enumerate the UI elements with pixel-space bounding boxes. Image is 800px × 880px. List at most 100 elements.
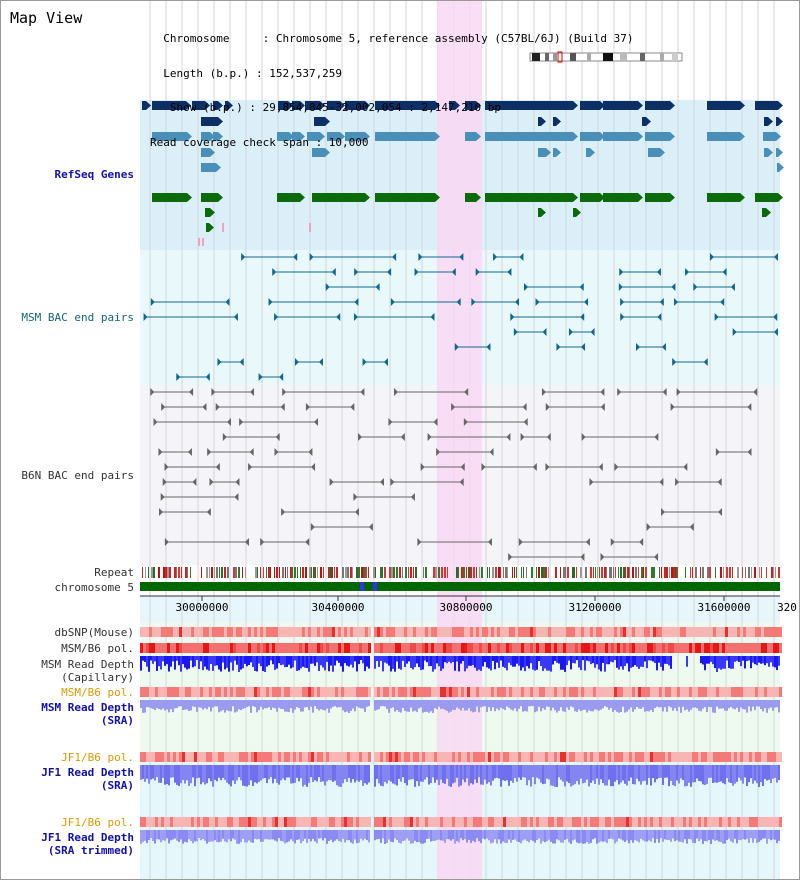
read-depth-bar (220, 765, 222, 781)
read-depth-bar (520, 700, 522, 707)
gene-arrow (435, 193, 440, 202)
read-depth-bar (724, 765, 726, 785)
read-depth-bar (454, 656, 456, 671)
polymorphism-cell (629, 627, 632, 637)
read-depth-bar (384, 700, 386, 707)
read-depth-bar (720, 656, 722, 670)
read-depth-bar (756, 830, 758, 844)
read-depth-bar (154, 656, 156, 662)
polymorphism-cell (287, 817, 290, 827)
polymorphism-cell (377, 752, 380, 762)
polymorphism-cell (743, 643, 746, 653)
read-depth-bar (486, 656, 488, 668)
read-depth-bar (296, 830, 298, 840)
repeat-element (380, 567, 382, 578)
polymorphism-cell (761, 627, 764, 637)
polymorphism-cell (272, 643, 275, 653)
read-depth-bar (348, 765, 350, 778)
polymorphism-cell (542, 817, 545, 827)
read-depth-bar (538, 830, 540, 839)
read-depth-bar (640, 830, 642, 839)
read-depth-bar (400, 700, 402, 713)
polymorphism-cell (305, 627, 308, 637)
read-depth-bar (510, 656, 512, 666)
b6n-bac-pair-end (215, 403, 220, 411)
gene-arrow (289, 132, 294, 141)
polymorphism-cell (239, 643, 242, 653)
polymorphism-cell (773, 752, 776, 762)
repeat-element (145, 567, 146, 578)
polymorphism-cell (602, 627, 605, 637)
read-depth-bar (368, 830, 370, 843)
polymorphism-cell (314, 817, 317, 827)
polymorphism-cell (440, 687, 443, 697)
repeat-element (342, 567, 344, 578)
read-depth-bar (608, 765, 610, 780)
read-depth-bar (580, 656, 582, 671)
polymorphism-cell (221, 627, 224, 637)
read-depth-bar (548, 765, 550, 780)
polymorphism-cell (338, 752, 341, 762)
read-depth-bar (332, 830, 334, 843)
read-depth-bar (462, 830, 464, 841)
read-depth-bar (514, 656, 516, 667)
gene-feature-pink (309, 223, 311, 232)
read-depth-bar (412, 765, 414, 780)
polymorphism-cell (662, 643, 665, 653)
polymorphism-cell (215, 752, 218, 762)
read-depth-bar (446, 656, 448, 664)
msm-bac-pair-end (507, 268, 512, 276)
polymorphism-cell (332, 627, 335, 637)
read-depth-bar (610, 765, 612, 787)
gene-feature (205, 208, 210, 217)
polymorphism-cell (248, 752, 251, 762)
read-depth-bar (552, 656, 554, 665)
read-depth-bar (340, 765, 342, 787)
read-depth-bar (202, 765, 204, 783)
read-depth-bar (732, 765, 734, 786)
axis-tick-label: 31600000 (697, 601, 751, 614)
polymorphism-cell (623, 643, 626, 653)
polymorphism-cell (461, 627, 464, 637)
read-depth-bar (272, 830, 274, 840)
polymorphism-cell (437, 687, 440, 697)
read-depth-bar (308, 765, 310, 783)
polymorphism-cell (722, 643, 725, 653)
polymorphism-cell (539, 687, 542, 697)
polymorphism-cell (296, 817, 299, 827)
track-label-refseq-genes[interactable]: RefSeq Genes (54, 168, 134, 181)
polymorphism-cell (479, 687, 482, 697)
polymorphism-cell (539, 643, 542, 653)
read-depth-bar (592, 656, 594, 664)
read-depth-bar (442, 656, 444, 669)
track-label-line: JF1 Read Depth (41, 766, 134, 779)
read-depth-bar (268, 830, 270, 840)
track-label-msm-bac[interactable]: MSM BAC end pairs (21, 311, 134, 324)
read-depth-bar (296, 700, 298, 708)
read-depth-bar (356, 656, 358, 672)
read-depth-bar (326, 830, 328, 844)
polymorphism-cell (728, 817, 731, 827)
read-depth-bar (356, 765, 358, 781)
read-depth-bar (524, 830, 526, 840)
gene-arrow (778, 101, 783, 110)
read-depth-bar (560, 765, 562, 780)
polymorphism-cell (269, 752, 272, 762)
read-depth-bar (634, 765, 636, 785)
b6n-bac-pair-end (508, 553, 513, 561)
axis-tick-label: 31200000 (568, 601, 622, 614)
polymorphism-cell (416, 817, 419, 827)
read-depth-bar (576, 700, 578, 712)
msm-bac-pair-end (620, 298, 625, 306)
polymorphism-cell (635, 643, 638, 653)
polymorphism-cell (422, 752, 425, 762)
polymorphism-cell (215, 627, 218, 637)
polymorphism-cell (707, 687, 710, 697)
read-depth-bar (738, 830, 740, 840)
repeat-element (468, 567, 470, 578)
read-depth-bar (546, 830, 548, 842)
track-label-b6n-bac[interactable]: B6N BAC end pairs (21, 469, 134, 482)
b6n-bac-pair-end (249, 448, 254, 456)
read-depth-bar (738, 700, 740, 712)
